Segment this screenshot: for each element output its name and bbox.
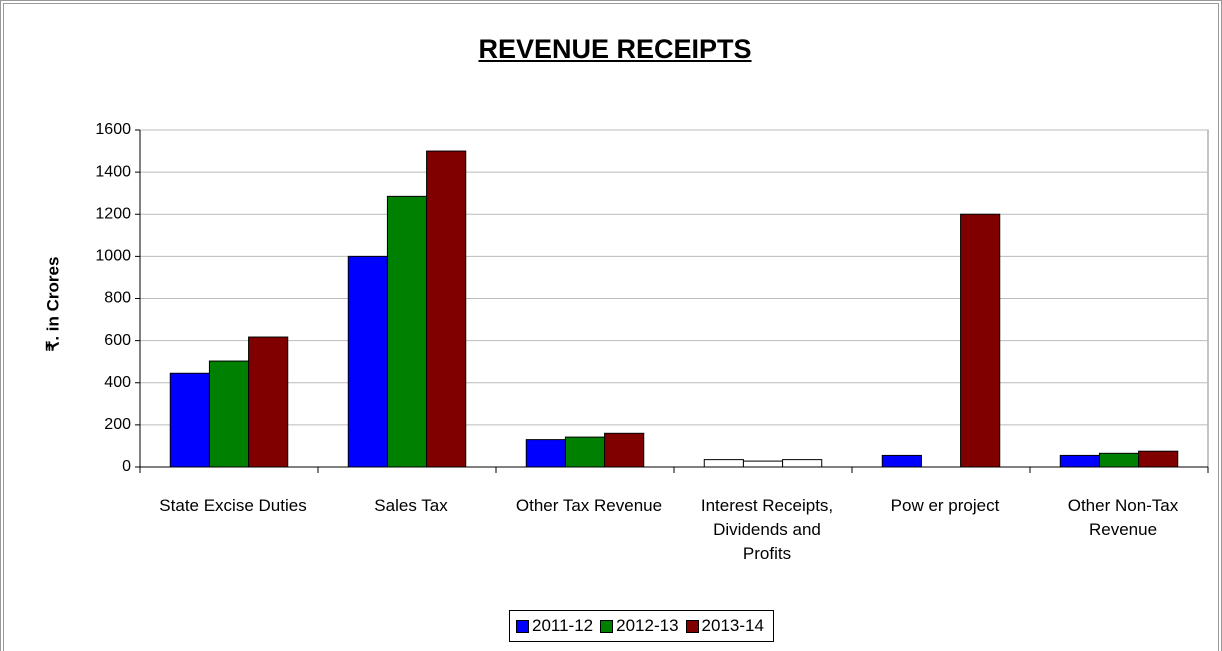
x-tick-label: Other Non-Tax Revenue [1067, 496, 1179, 539]
bar [604, 432, 645, 468]
legend-item: 2011-12 [516, 616, 593, 636]
bar [1059, 454, 1100, 468]
legend-swatch [516, 619, 529, 633]
bar [960, 213, 1001, 468]
bar [347, 255, 388, 468]
bar [1138, 450, 1179, 468]
y-tick-label: 1600 [95, 121, 131, 138]
y-tick-label: 1200 [95, 205, 131, 222]
y-tick-label: 1400 [95, 163, 131, 180]
bar [169, 372, 210, 468]
legend-swatch [685, 619, 699, 633]
bar [248, 336, 289, 468]
bar [426, 150, 467, 468]
bar [564, 436, 606, 468]
x-tick-label: Other Tax Revenue [515, 496, 663, 515]
y-tick-label: 1000 [95, 248, 131, 265]
legend-item: 2012-13 [600, 616, 679, 636]
legend-item: 2013-14 [685, 616, 764, 636]
x-tick-label: Sales Tax [374, 496, 448, 515]
legend-label: 2012-13 [616, 616, 679, 635]
x-tick-label: Interest Receipts, Dividends and Profits [700, 496, 834, 563]
x-tick-label: Pow er project [890, 496, 1000, 515]
bar [881, 454, 922, 468]
x-tick-label: State Excise Duties [159, 496, 307, 515]
y-tick-label: 600 [104, 332, 131, 349]
bar [208, 360, 250, 468]
legend-label: 2011-12 [532, 616, 594, 635]
bar [1098, 452, 1140, 468]
legend-label: 2013-14 [701, 616, 764, 635]
bar [742, 460, 784, 468]
plot: ₹. in Crores 0 200 400 600 800 1000 1200 1400 16… [43, 121, 1209, 475]
y-tick-label: 400 [104, 374, 131, 391]
y-axis-label: ₹. in Crores [43, 257, 62, 352]
legend: 2011-12 2012-13 2013-14 [509, 610, 774, 642]
bar [703, 459, 744, 468]
legend-swatch [600, 619, 614, 633]
bar [782, 459, 823, 468]
y-tick-label: 0 [122, 458, 131, 475]
bar [525, 439, 566, 468]
chart-title: REVENUE RECEIPTS [478, 34, 752, 64]
y-tick-label: 200 [104, 416, 131, 433]
bar [386, 195, 428, 468]
y-tick-label: 800 [104, 290, 131, 307]
